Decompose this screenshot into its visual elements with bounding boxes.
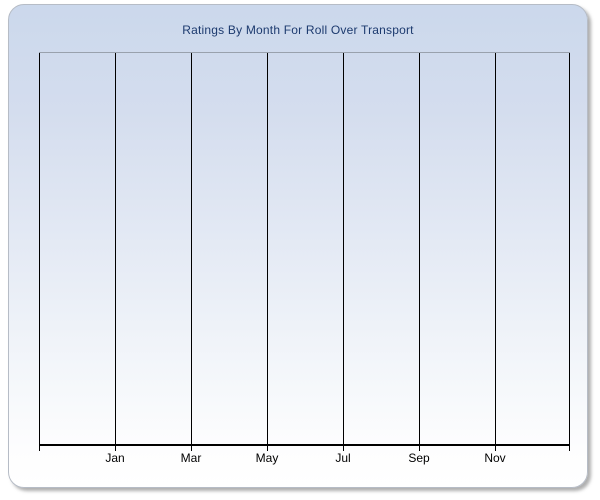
gridline: [419, 53, 420, 451]
x-axis-tick-label: Mar: [180, 451, 202, 465]
gridline: [191, 53, 192, 451]
x-axis-tick-label: Jan: [105, 451, 125, 465]
gridline: [267, 53, 268, 451]
x-axis-tick-label: Sep: [408, 451, 430, 465]
x-axis-tick-label: Jul: [335, 451, 351, 465]
chart-panel: Ratings By Month For Roll Over Transport…: [8, 4, 588, 488]
gridline: [343, 53, 344, 451]
x-axis-tick-label: May: [255, 451, 279, 465]
gridline: [39, 53, 40, 451]
gridline: [115, 53, 116, 451]
chart-title: Ratings By Month For Roll Over Transport: [182, 23, 414, 37]
gridline: [569, 53, 570, 451]
x-axis: Jan Mar May Jul Sep Nov: [39, 451, 570, 467]
gridline: [495, 53, 496, 451]
plot-area: [39, 52, 570, 451]
x-axis-tick-label: Nov: [484, 451, 506, 465]
